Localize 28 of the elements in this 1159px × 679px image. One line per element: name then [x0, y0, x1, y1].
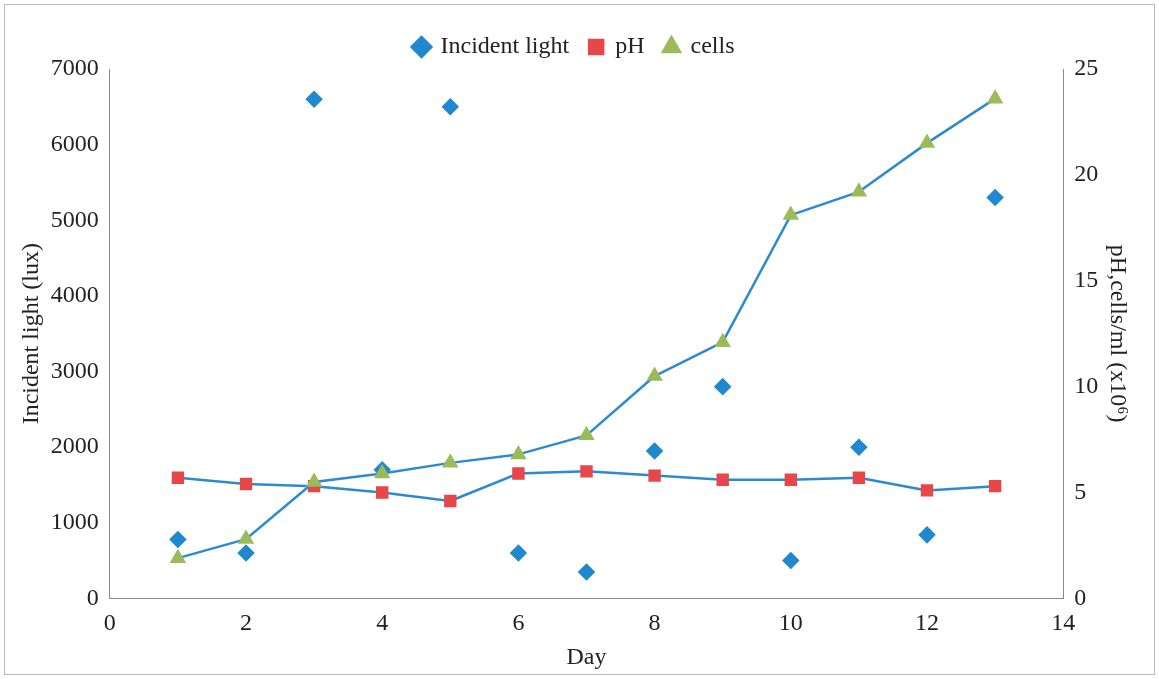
y2-tick-label: 25 [1074, 54, 1099, 81]
y-tick-label: 4000 [50, 281, 99, 308]
y-tick-label: 0 [86, 583, 99, 610]
x-axis-title: Day [566, 642, 607, 669]
x-tick-label: 6 [512, 609, 525, 636]
x-tick-label: 0 [103, 609, 116, 636]
y2-tick-label: 0 [1074, 583, 1087, 610]
x-tick-label: 14 [1051, 609, 1076, 636]
legend-label: Incident light [440, 32, 570, 59]
y-axis-title: Incident light (lux) [16, 243, 43, 425]
legend-label: cells [690, 32, 735, 59]
y-tick-label: 2000 [50, 432, 99, 459]
y2-tick-label: 10 [1074, 371, 1099, 398]
x-tick-label: 4 [376, 609, 389, 636]
y-tick-label: 3000 [50, 356, 99, 383]
x-tick-label: 10 [778, 609, 803, 636]
x-tick-label: 12 [915, 609, 939, 636]
y2-axis-title: pH,cells/ml (x10⁶) [1106, 244, 1133, 423]
x-tick-label: 8 [648, 609, 661, 636]
x-tick-label: 2 [240, 609, 252, 636]
y-tick-label: 6000 [50, 129, 99, 156]
y2-tick-label: 15 [1074, 266, 1099, 293]
y-tick-label: 7000 [50, 54, 99, 81]
y-tick-label: 5000 [50, 205, 99, 232]
y2-tick-label: 20 [1074, 160, 1099, 187]
y2-tick-label: 5 [1074, 477, 1087, 504]
y-tick-label: 1000 [50, 508, 99, 535]
legend-label: pH [615, 32, 645, 59]
